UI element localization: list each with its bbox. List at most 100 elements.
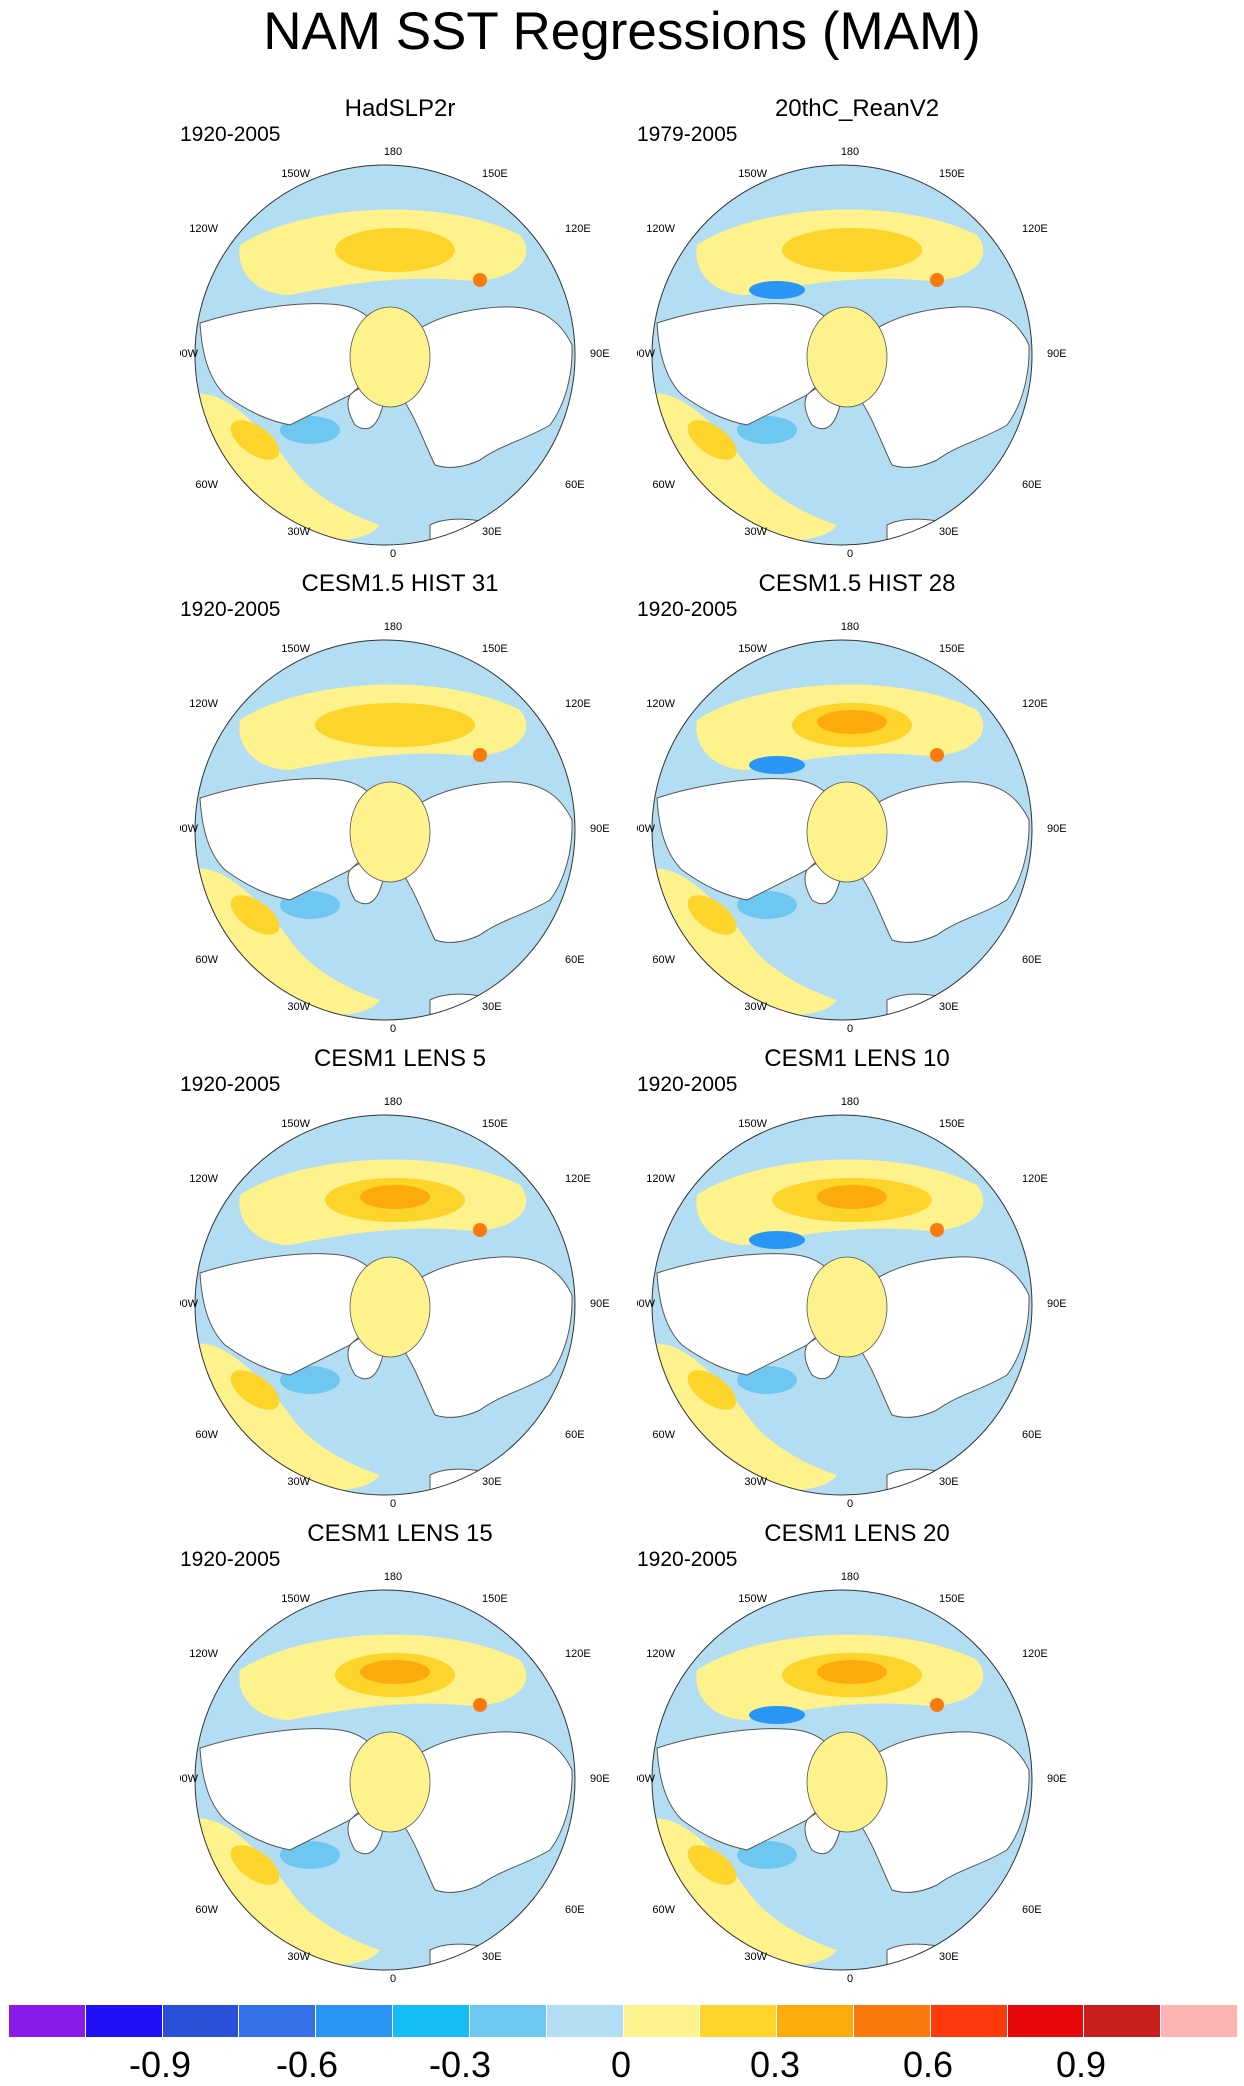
- longitude-label: 150E: [482, 168, 508, 180]
- longitude-label: 150E: [939, 643, 965, 655]
- longitude-label: 30W: [287, 1001, 310, 1013]
- map-panel: CESM1 LENS 10 1920-2005 180 150W 150E 120W 120…: [637, 1045, 1077, 1515]
- longitude-label: 150W: [738, 1118, 767, 1130]
- land-mass: [849, 306, 1030, 468]
- atlantic-core: [687, 420, 737, 460]
- longitude-label: 60E: [1022, 1429, 1042, 1441]
- arctic-ocean: [349, 781, 431, 883]
- longitude-label: 180: [384, 1571, 402, 1583]
- colorbar-tick-label: -0.9: [128, 2044, 192, 2085]
- map-border: [194, 639, 576, 1021]
- bering-hotspot: [930, 1223, 944, 1237]
- pacific-core: [335, 228, 455, 272]
- polar-map: 180 150W 150E 120W 120E 90W 90E 60W 60E 30W 30E 0: [180, 621, 610, 1035]
- longitude-label: 60W: [195, 954, 218, 966]
- longitude-label: 90E: [590, 1773, 610, 1785]
- longitude-label: 60W: [652, 1429, 675, 1441]
- longitude-label: 90E: [590, 348, 610, 360]
- map-panel: CESM1 LENS 5 1920-2005 180 150W 150E 120W 120E…: [180, 1045, 620, 1515]
- atlantic-core: [687, 895, 737, 935]
- longitude-label: 30E: [939, 1476, 959, 1488]
- pacific-core: [315, 703, 475, 747]
- map-border: [651, 639, 1033, 1021]
- longitude-label: 120W: [646, 223, 675, 235]
- longitude-label: 90W: [180, 348, 199, 360]
- colorbar-swatch: [1161, 2005, 1237, 2037]
- longitude-label: 60W: [652, 1904, 675, 1916]
- panel-period: 1920-2005: [637, 1073, 738, 1096]
- polar-map: 180 150W 150E 120W 120E 90W 90E 60W 60E 30W 30E 0: [180, 1096, 610, 1510]
- colorbar-swatch: [1007, 2005, 1085, 2037]
- longitude-label: 150E: [482, 1118, 508, 1130]
- longitude-label: 30E: [482, 526, 502, 538]
- map-panel: 20thC_ReanV2 1979-2005 180 150W 150E 120W 120E…: [637, 95, 1077, 565]
- longitude-label: 30E: [482, 1476, 502, 1488]
- map-panel: HadSLP2r 1920-2005 180 150W 150E 120W 120E 90W 9…: [180, 95, 620, 565]
- arctic-ocean: [349, 1256, 431, 1358]
- colorbar-swatch: [316, 2005, 394, 2037]
- pacific-core-strong: [360, 1660, 430, 1684]
- pacific-core: [782, 228, 922, 272]
- longitude-label: 180: [841, 621, 859, 633]
- longitude-label: 120W: [189, 1173, 218, 1185]
- atlantic-core: [230, 420, 280, 460]
- atlantic-core: [230, 1845, 280, 1885]
- longitude-label: 120W: [189, 698, 218, 710]
- longitude-label: 150E: [939, 168, 965, 180]
- alaska-cold: [749, 281, 805, 299]
- longitude-label: 120E: [565, 1648, 591, 1660]
- longitude-label: 30E: [482, 1951, 502, 1963]
- bering-hotspot: [930, 273, 944, 287]
- atlantic-core: [230, 895, 280, 935]
- map-border: [194, 164, 576, 546]
- longitude-label: 120W: [646, 1173, 675, 1185]
- longitude-label: 60E: [565, 479, 585, 491]
- land-mass: [392, 781, 573, 943]
- arctic-ocean: [806, 306, 888, 408]
- colorbar-swatch: [162, 2005, 240, 2037]
- map-border: [651, 1589, 1033, 1971]
- arctic-ocean: [349, 1731, 431, 1833]
- land-mass: [392, 1256, 573, 1418]
- longitude-label: 30W: [287, 526, 310, 538]
- arctic-ocean: [349, 306, 431, 408]
- polar-map: 180 150W 150E 120W 120E 90W 90E 60W 60E 30W 30E 0: [637, 1571, 1067, 1985]
- land-mass: [849, 1731, 1030, 1893]
- longitude-label: 30E: [482, 1001, 502, 1013]
- panel-title: CESM1.5 HIST 31: [301, 570, 499, 597]
- longitude-label: 90E: [1047, 1298, 1067, 1310]
- longitude-label: 120W: [646, 1648, 675, 1660]
- arctic-ocean: [806, 1256, 888, 1358]
- figure-title: NAM SST Regressions (MAM): [263, 2, 981, 61]
- longitude-label: 150E: [482, 643, 508, 655]
- longitude-label: 0: [390, 1973, 396, 1985]
- longitude-label: 90W: [180, 823, 199, 835]
- arctic-ocean: [806, 1731, 888, 1833]
- longitude-label: 30E: [939, 1951, 959, 1963]
- colorbar-tick-label: -0.3: [428, 2044, 492, 2085]
- colorbar-swatch: [930, 2005, 1008, 2037]
- longitude-label: 30W: [744, 1951, 767, 1963]
- bering-hotspot: [473, 748, 487, 762]
- longitude-label: 120W: [646, 698, 675, 710]
- panel-title: HadSLP2r: [344, 95, 456, 122]
- longitude-label: 120E: [565, 223, 591, 235]
- longitude-label: 60E: [1022, 479, 1042, 491]
- longitude-label: 30E: [939, 526, 959, 538]
- longitude-label: 90W: [180, 1298, 199, 1310]
- longitude-label: 30W: [287, 1476, 310, 1488]
- panel-period: 1979-2005: [637, 123, 738, 146]
- longitude-label: 180: [384, 621, 402, 633]
- land-mass: [849, 781, 1030, 943]
- longitude-label: 0: [390, 1023, 396, 1035]
- panel-period: 1920-2005: [180, 123, 281, 146]
- longitude-label: 0: [847, 1498, 853, 1510]
- panel-period: 1920-2005: [637, 598, 738, 621]
- longitude-label: 90W: [637, 348, 656, 360]
- pacific-core-strong: [817, 1660, 887, 1684]
- colorbar-swatch: [9, 2005, 86, 2037]
- bering-hotspot: [473, 273, 487, 287]
- atlantic-core: [687, 1370, 737, 1410]
- longitude-label: 60E: [565, 1429, 585, 1441]
- polar-map: 180 150W 150E 120W 120E 90W 90E 60W 60E 30W 30E 0: [180, 146, 610, 560]
